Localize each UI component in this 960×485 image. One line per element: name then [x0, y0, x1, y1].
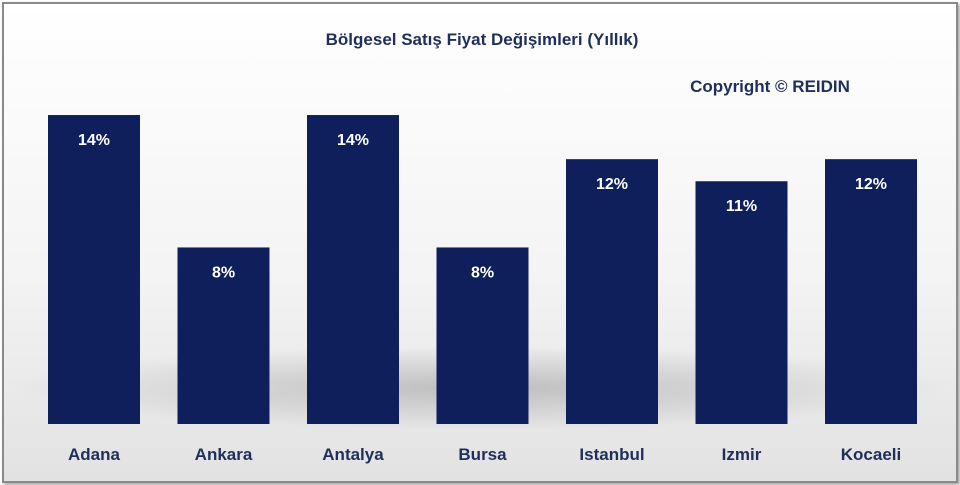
bars-group: 14% Adana 8% Ankara 14% Antalya 8% Bursa 12% Ista…: [48, 115, 917, 464]
category-label-kocaeli: Kocaeli: [841, 445, 901, 464]
value-label-kocaeli: 12%: [855, 176, 887, 193]
value-label-antalya: 14%: [337, 132, 369, 149]
category-label-adana: Adana: [68, 445, 121, 464]
bar-antalya: [307, 115, 399, 424]
chart-title: Bölgesel Satış Fiyat Değişimleri (Yıllık…: [326, 30, 639, 49]
category-label-izmir: Izmir: [722, 445, 762, 464]
value-label-adana: 14%: [78, 132, 110, 149]
bar-chart: Bölgesel Satış Fiyat Değişimleri (Yıllık…: [10, 30, 950, 464]
copyright-annotation: Copyright © REIDIN: [690, 77, 850, 96]
category-label-bursa: Bursa: [458, 445, 507, 464]
bar-istanbul: [566, 159, 658, 424]
bar-bursa: [436, 247, 529, 424]
category-label-antalya: Antalya: [322, 445, 384, 464]
value-label-ankara: 8%: [212, 264, 235, 281]
bar-kocaeli: [825, 159, 917, 424]
category-label-istanbul: Istanbul: [579, 445, 644, 464]
bar-adana: [48, 115, 140, 424]
value-label-izmir: 11%: [726, 198, 757, 215]
value-label-istanbul: 12%: [596, 176, 628, 193]
category-label-ankara: Ankara: [195, 445, 253, 464]
bar-izmir: [695, 181, 788, 424]
value-label-bursa: 8%: [471, 264, 494, 281]
bar-ankara: [177, 247, 270, 424]
